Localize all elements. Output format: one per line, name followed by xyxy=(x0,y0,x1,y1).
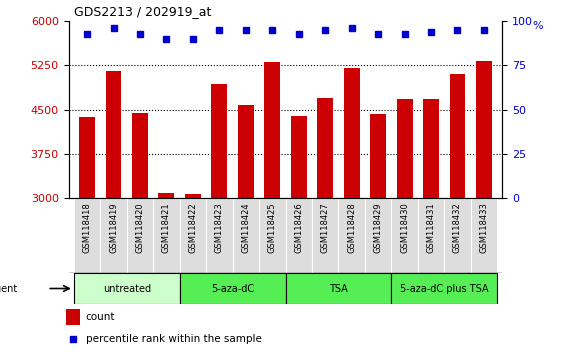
Bar xyxy=(66,309,80,325)
Text: GSM118431: GSM118431 xyxy=(427,202,436,253)
Bar xyxy=(339,198,365,273)
Text: GSM118428: GSM118428 xyxy=(347,202,356,253)
Bar xyxy=(312,198,339,273)
Bar xyxy=(180,273,286,304)
Bar xyxy=(74,273,180,304)
Bar xyxy=(106,72,122,198)
Bar xyxy=(238,105,254,198)
Bar xyxy=(286,198,312,273)
Bar xyxy=(365,198,391,273)
Bar xyxy=(444,198,471,273)
Bar xyxy=(211,84,227,198)
Bar xyxy=(344,68,360,198)
Text: GSM118424: GSM118424 xyxy=(242,202,250,253)
Text: GSM118420: GSM118420 xyxy=(135,202,144,253)
Text: count: count xyxy=(86,312,115,322)
Text: GSM118421: GSM118421 xyxy=(162,202,171,253)
Bar xyxy=(291,116,307,198)
Text: GSM118419: GSM118419 xyxy=(109,202,118,253)
Bar xyxy=(449,74,465,198)
Bar xyxy=(471,198,497,273)
Bar xyxy=(317,98,333,198)
Text: GSM118430: GSM118430 xyxy=(400,202,409,253)
Bar xyxy=(100,198,127,273)
Bar xyxy=(79,117,95,198)
Bar xyxy=(74,198,100,273)
Text: percentile rank within the sample: percentile rank within the sample xyxy=(86,334,262,344)
Bar xyxy=(259,198,286,273)
Text: TSA: TSA xyxy=(329,284,348,293)
Text: GSM118429: GSM118429 xyxy=(373,202,383,253)
Bar xyxy=(423,99,439,198)
Bar xyxy=(418,198,444,273)
Text: GSM118425: GSM118425 xyxy=(268,202,277,253)
Bar xyxy=(180,198,206,273)
Bar xyxy=(286,273,391,304)
Bar xyxy=(232,198,259,273)
Bar xyxy=(127,198,153,273)
Text: 5-aza-dC plus TSA: 5-aza-dC plus TSA xyxy=(400,284,489,293)
Bar xyxy=(159,193,174,198)
Bar xyxy=(153,198,180,273)
Text: GDS2213 / 202919_at: GDS2213 / 202919_at xyxy=(74,5,212,18)
Bar xyxy=(132,113,148,198)
Text: GSM118427: GSM118427 xyxy=(321,202,329,253)
Text: GSM118432: GSM118432 xyxy=(453,202,462,253)
Text: GSM118433: GSM118433 xyxy=(480,202,488,253)
Bar xyxy=(370,114,386,198)
Text: %: % xyxy=(533,21,544,31)
Text: agent: agent xyxy=(0,284,17,293)
Text: GSM118426: GSM118426 xyxy=(294,202,303,253)
Text: GSM118423: GSM118423 xyxy=(215,202,224,253)
Text: 5-aza-dC: 5-aza-dC xyxy=(211,284,254,293)
Bar xyxy=(206,198,232,273)
Bar xyxy=(391,198,418,273)
Text: GSM118422: GSM118422 xyxy=(188,202,198,253)
Bar xyxy=(185,194,201,198)
Text: untreated: untreated xyxy=(103,284,151,293)
Bar xyxy=(391,273,497,304)
Text: GSM118418: GSM118418 xyxy=(83,202,91,253)
Bar xyxy=(476,61,492,198)
Bar xyxy=(264,62,280,198)
Bar xyxy=(397,99,412,198)
